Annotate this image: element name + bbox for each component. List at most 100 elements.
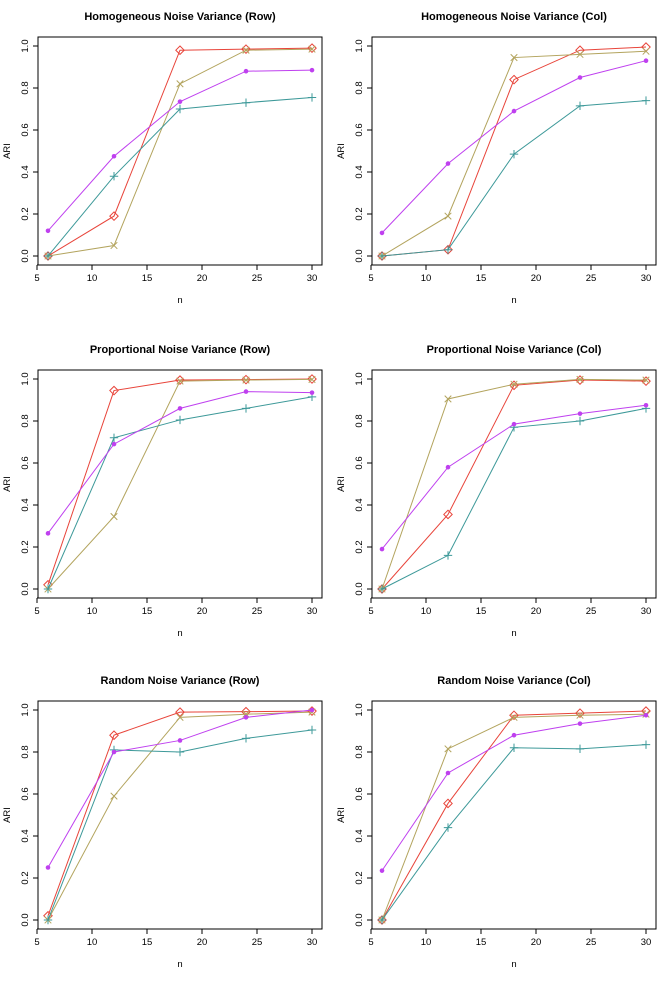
point-plus [443,245,453,254]
point-plus [241,404,251,413]
y-tick-label: 1.0 [20,372,31,385]
point-diamond [109,730,119,741]
x-tick-label: 20 [197,937,208,948]
x-tick-label: 30 [641,273,652,284]
point-plus [241,98,251,107]
point-x [110,792,118,800]
x-axis-label: n [177,628,182,639]
y-tick-label: 0.8 [354,81,365,94]
point-dot [379,230,385,236]
series-line-diamond [381,379,647,590]
y-tick-label: 0.2 [354,207,365,220]
y-axis-label: ARI [336,476,347,492]
x-tick-label: 15 [142,606,153,617]
point-x [510,380,518,388]
point-x [510,53,518,62]
point-plus [175,104,185,114]
point-dot [511,732,517,738]
y-tick-label: 0.4 [20,829,31,842]
plot-frame [37,369,323,599]
point-dot [379,546,385,552]
x-tick-label: 25 [586,273,597,284]
chart-panel-2: Homogeneous Noise Variance (Col) 5 10 15 20 2… [336,11,657,306]
x-tick-label: 10 [87,606,98,617]
series-line-diamond [47,47,313,257]
y-tick-label: 1.0 [20,39,31,52]
y-tick-label: 0.4 [354,498,365,511]
x-axis-label: n [511,295,516,306]
point-dot [643,712,649,718]
x-tick-label: 25 [252,937,263,948]
series-line-plus [381,100,647,257]
point-dot [309,707,315,713]
y-tick-label: 0.6 [20,123,31,136]
series-line-x [47,711,313,921]
y-tick-label: 0.2 [20,540,31,553]
y-tick-label: 0.0 [354,913,365,926]
chart-title: Random Noise Variance (Col) [437,675,591,687]
series-line-diamond [47,710,313,916]
series-line-plus [47,729,313,921]
y-tick-label: 0.8 [354,414,365,427]
series-line-plus [381,407,647,590]
point-diamond [307,374,317,384]
point-dot [309,67,315,73]
point-dot [111,441,117,447]
x-tick-label: 25 [252,606,263,617]
series-line-x [47,378,313,590]
x-tick-label: 20 [531,606,542,617]
y-tick-label: 0.6 [354,787,365,800]
series-line-x [381,378,647,590]
x-axis-label: n [177,295,182,306]
series-line-dot [47,391,313,534]
x-tick-label: 15 [476,606,487,617]
x-tick-label: 15 [476,937,487,948]
point-dot [177,406,183,411]
point-diamond [109,211,119,222]
y-tick-label: 0.2 [354,871,365,884]
x-tick-label: 20 [531,937,542,948]
x-tick-label: 20 [197,606,208,617]
y-tick-label: 0.6 [354,123,365,136]
y-tick-label: 1.0 [354,372,365,385]
point-dot [309,390,315,395]
point-plus [575,101,585,111]
point-plus [43,915,53,925]
point-plus [377,915,387,925]
chart-title: Homogeneous Noise Variance (Row) [84,11,276,23]
chart-title: Proportional Noise Variance (Row) [90,344,271,356]
y-tick-label: 0.6 [20,787,31,800]
point-dot [243,68,249,74]
point-plus [43,584,53,594]
point-dot [445,464,451,470]
chart-title: Homogeneous Noise Variance (Col) [421,11,607,23]
x-tick-label: 5 [34,273,39,284]
point-dot [177,99,183,104]
y-tick-label: 0.8 [20,81,31,94]
x-tick-label: 25 [586,937,597,948]
x-tick-label: 10 [87,273,98,284]
point-plus [109,433,119,442]
x-tick-label: 20 [531,273,542,284]
x-tick-label: 15 [142,273,153,284]
plot-frame [37,700,323,930]
series-line-plus [381,744,647,921]
y-tick-label: 0.0 [20,913,31,926]
y-tick-label: 0.0 [20,249,31,262]
point-plus [241,734,251,743]
point-dot [577,75,583,80]
chart-panel-6: Random Noise Variance (Col) 5 10 15 20 25 30 n 0… [336,675,657,970]
y-tick-label: 0.8 [20,745,31,758]
x-tick-label: 20 [197,273,208,284]
chart-panel-3: Proportional Noise Variance (Row) 5 10 15 20… [2,344,323,639]
y-tick-label: 1.0 [354,39,365,52]
point-x [242,376,250,384]
point-x [242,46,250,54]
point-dot [45,865,51,870]
plot-frame [371,369,657,599]
point-dot [577,721,583,726]
point-x [242,710,250,718]
point-x [110,241,118,250]
point-diamond [509,74,519,85]
